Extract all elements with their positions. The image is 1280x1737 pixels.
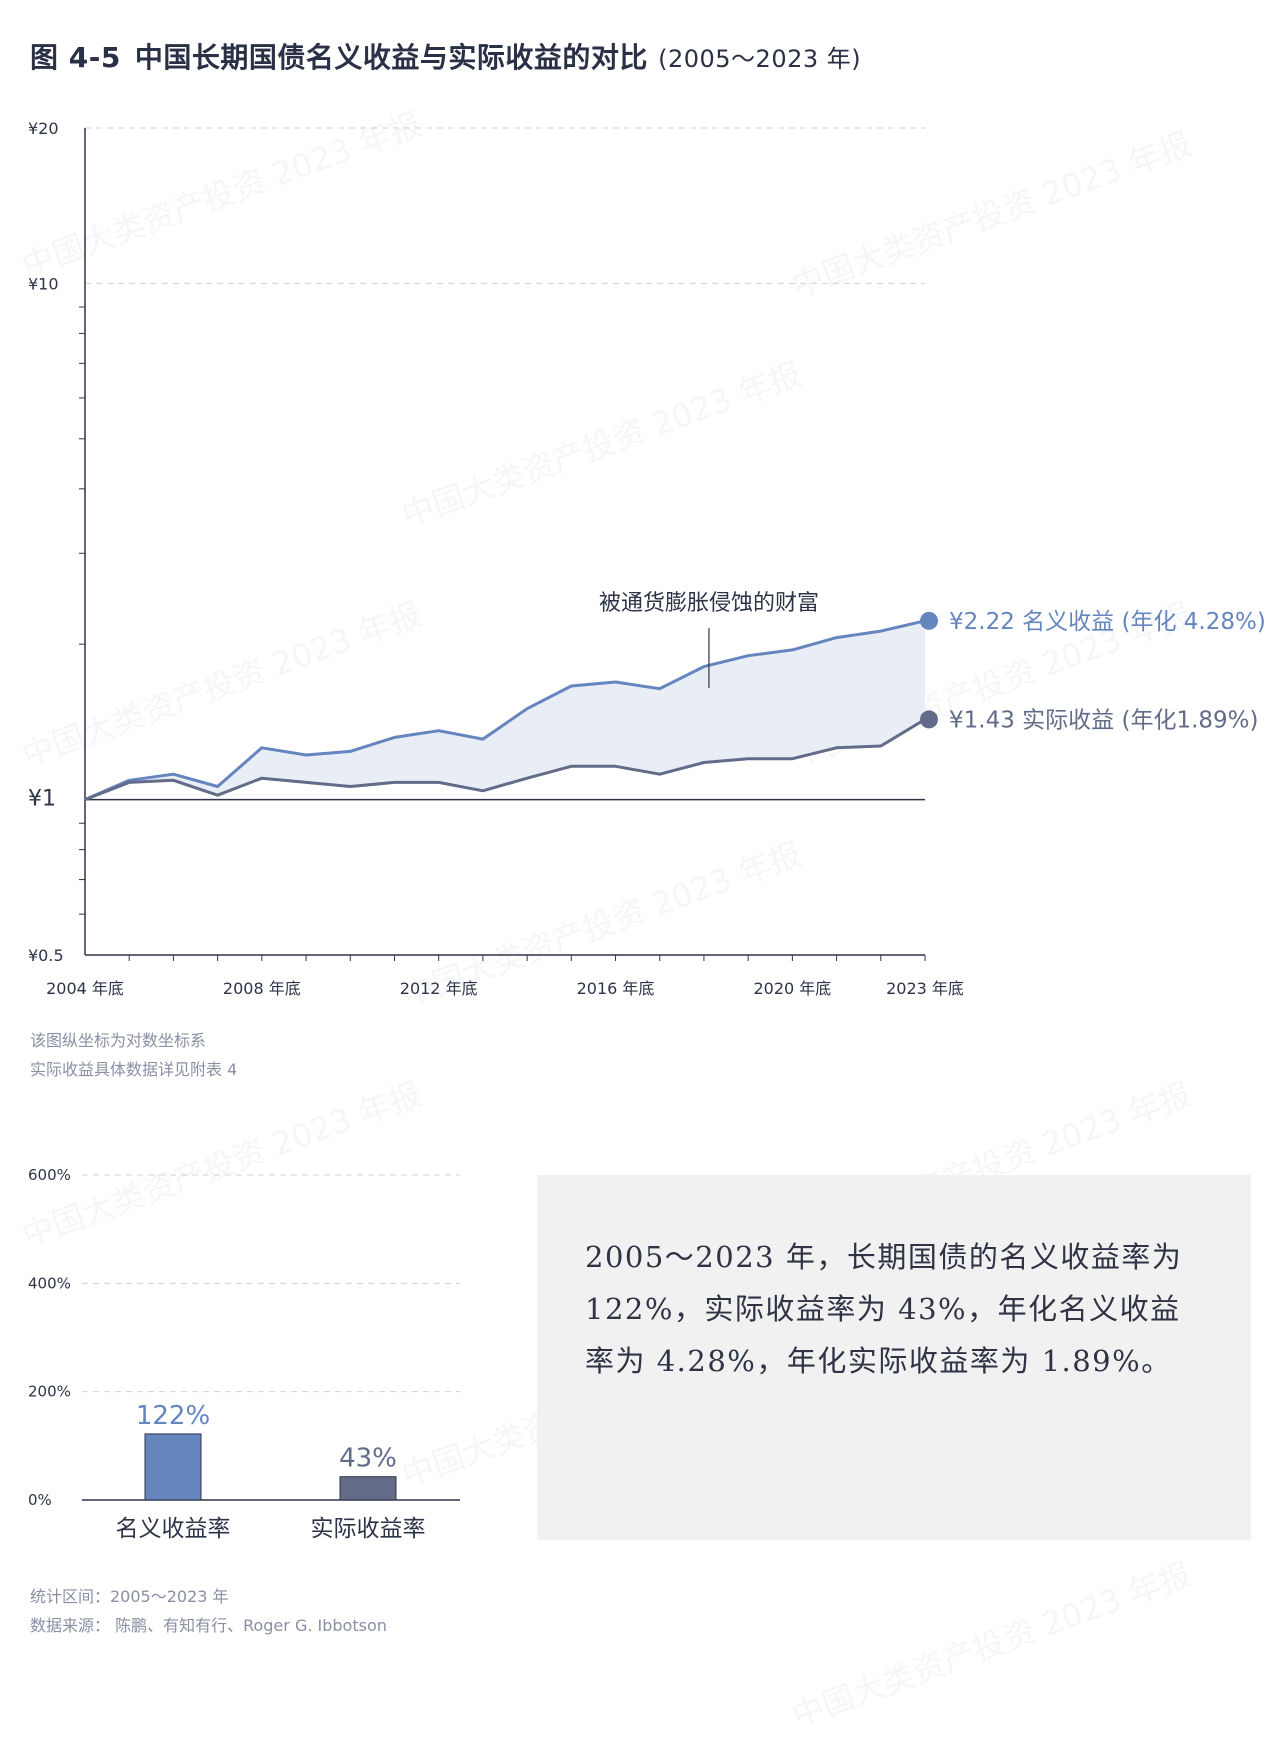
bar-category-label: 名义收益率 <box>116 1516 231 1542</box>
series-end-marker-nominal <box>920 611 938 630</box>
y-tick-label: ¥20 <box>28 119 59 138</box>
series-end-marker-real <box>920 710 938 729</box>
annotation-label: 被通货膨胀侵蚀的财富 <box>599 591 819 616</box>
summary-box: 2005～2023 年，长期国债的名义收益率为 122%，实际收益率为 43%，… <box>537 1175 1251 1540</box>
erosion-band <box>85 620 925 800</box>
bar-nominal <box>144 1433 202 1501</box>
y-tick-label: ¥0.5 <box>28 946 64 965</box>
x-tick-label: 2004 年底 <box>46 979 124 998</box>
y-tick-label: 400% <box>28 1274 71 1292</box>
title-text: 中国长期国债名义收益与实际收益的对比 <box>134 41 648 74</box>
series-end-label-real: ¥1.43 实际收益 (年化1.89%) <box>949 707 1258 733</box>
x-tick-label: 2016 年底 <box>577 979 655 998</box>
data-source: 数据来源： 陈鹏、有知有行、Roger G. Ibbotson <box>30 1616 387 1635</box>
x-tick-label: 2020 年底 <box>753 979 831 998</box>
bar-value-label: 122% <box>136 1401 210 1431</box>
line-chart: ¥20 ¥10 ¥1 ¥0.5 2004 年底 2008 年底 2012 年底 2016 年底… <box>28 119 1266 998</box>
note-log-scale: 该图纵坐标为对数坐标系 <box>30 1031 207 1050</box>
x-tick-label: 2008 年底 <box>223 979 301 998</box>
y-tick-label: 600% <box>28 1166 71 1184</box>
bar-chart: 600% 400% 200% 0% 122% 名义收益率 43% 实际收益率 <box>28 1166 460 1542</box>
stat-period: 统计区间：2005～2023 年 <box>30 1587 229 1606</box>
y-tick-label: 0% <box>28 1491 52 1509</box>
title-years: (2005～2023 年) <box>658 45 862 73</box>
source-notes: 统计区间：2005～2023 年 数据来源： 陈鹏、有知有行、Roger G. … <box>30 1582 387 1640</box>
chart-notes: 该图纵坐标为对数坐标系 实际收益具体数据详见附表 4 <box>30 1026 237 1084</box>
x-tick-label: 2012 年底 <box>400 979 478 998</box>
bar-real <box>339 1476 397 1501</box>
y-tick-label: ¥10 <box>28 274 59 293</box>
series-line-nominal <box>84 619 926 801</box>
figure-number: 图 4-5 <box>30 41 121 74</box>
bar-value-label: 43% <box>339 1444 397 1474</box>
y-tick-label: 200% <box>28 1383 71 1401</box>
series-line-real <box>84 718 926 801</box>
note-appendix: 实际收益具体数据详见附表 4 <box>30 1060 238 1079</box>
summary-text: 2005～2023 年，长期国债的名义收益率为 122%，实际收益率为 43%，… <box>585 1240 1183 1378</box>
chart-title: 图 4-5 中国长期国债名义收益与实际收益的对比 (2005～2023 年) <box>30 36 861 76</box>
bar-category-label: 实际收益率 <box>311 1516 426 1542</box>
x-tick-label: 2023 年底 <box>886 979 964 998</box>
y-tick-label: ¥1 <box>28 787 56 812</box>
watermark-text: 中国大类资产投资 2023 年报 <box>786 1554 1197 1735</box>
series-end-label-nominal: ¥2.22 名义收益 (年化 4.28%) <box>949 609 1266 635</box>
